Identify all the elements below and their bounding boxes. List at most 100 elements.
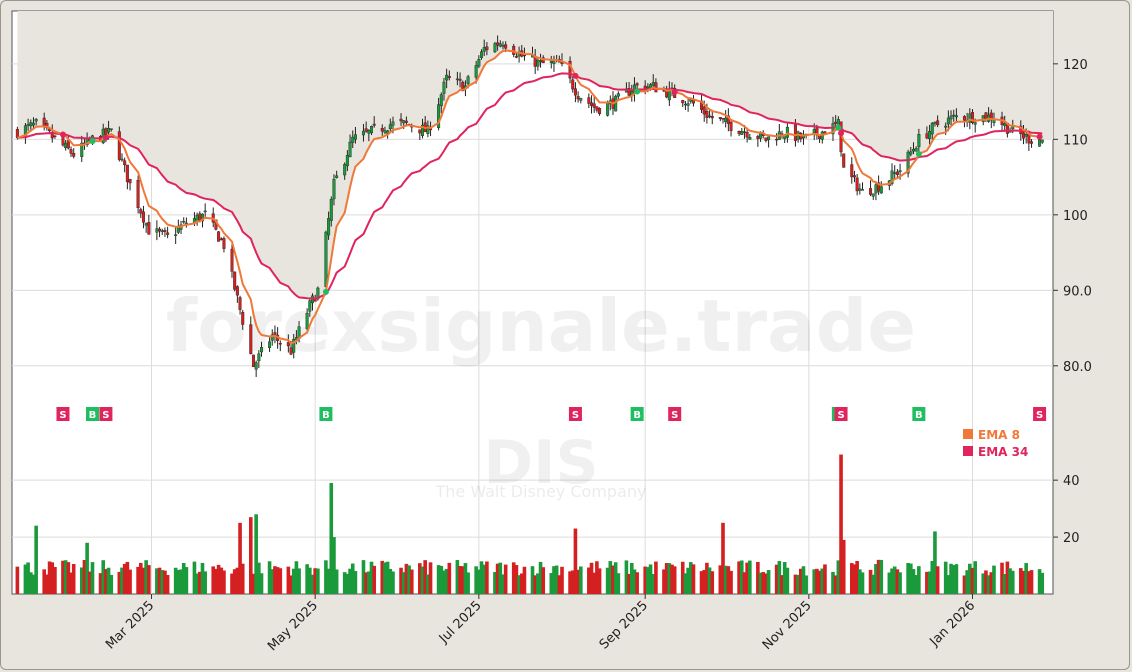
- volume-bar: [533, 575, 537, 594]
- volume-bar: [305, 564, 309, 594]
- volume-bar: [552, 566, 556, 594]
- volume-bar: [251, 573, 256, 594]
- volume-bar: [876, 559, 881, 594]
- volume-bar: [383, 562, 387, 594]
- candle-body: [155, 228, 159, 233]
- volume-bar: [1010, 570, 1015, 594]
- signal-label: S: [671, 410, 678, 421]
- volume-bar: [667, 563, 672, 594]
- volume-bar: [316, 568, 320, 594]
- volume-bar: [219, 567, 224, 594]
- candle-body: [496, 42, 500, 46]
- candle-body: [391, 121, 395, 126]
- candle-body: [42, 117, 46, 126]
- volume-bar: [1029, 570, 1034, 594]
- date-tick-label: Jul 2025: [436, 598, 485, 647]
- volume-bar: [350, 563, 355, 594]
- volume-bar: [334, 569, 339, 594]
- volume-bar: [522, 566, 527, 594]
- candle-body: [573, 88, 577, 96]
- signal-dot: [835, 124, 842, 131]
- candle-body: [836, 119, 840, 125]
- candle-body: [372, 123, 376, 126]
- volume-bar: [616, 573, 621, 594]
- volume-bar: [444, 568, 449, 594]
- volume-bar: [925, 571, 929, 594]
- signal-dot: [671, 88, 678, 95]
- volume-bar: [836, 560, 841, 594]
- volume-bar: [1027, 571, 1031, 594]
- candle-body: [26, 124, 30, 126]
- volume-bar: [970, 567, 975, 594]
- buy-signal-badge: [912, 407, 926, 421]
- candle-body: [616, 93, 620, 97]
- volume-bar: [310, 574, 315, 594]
- candle-body: [268, 341, 272, 349]
- signal-dot: [915, 150, 922, 157]
- candle-body: [286, 342, 290, 347]
- volume-bar: [385, 561, 390, 594]
- volume-bar: [801, 566, 806, 594]
- volume-bar: [364, 572, 368, 594]
- volume-bar: [428, 562, 433, 594]
- volume-bar: [98, 573, 103, 594]
- volume-bar: [949, 563, 953, 594]
- volume-bar: [530, 566, 535, 594]
- volume-bar: [345, 573, 350, 594]
- volume-bar: [222, 570, 226, 594]
- volume-bar: [53, 566, 57, 594]
- candle-body: [646, 86, 650, 89]
- signal-dot: [322, 288, 329, 295]
- volume-bar: [643, 566, 647, 594]
- volume-bar: [973, 561, 977, 594]
- candle-body: [380, 128, 384, 132]
- candle-body: [1038, 139, 1042, 147]
- volume-bar: [399, 567, 403, 594]
- volume-bar: [31, 574, 36, 594]
- volume-bar: [23, 564, 28, 594]
- candle-body: [273, 332, 277, 336]
- volume-bar: [195, 573, 199, 594]
- signal-label: S: [59, 410, 66, 421]
- volume-bar: [235, 567, 240, 594]
- candle-body: [785, 126, 789, 138]
- candle-body: [855, 177, 859, 192]
- sell-signal-badge: [1033, 407, 1047, 421]
- candle-body: [705, 111, 709, 118]
- candle-body: [69, 149, 73, 154]
- volume-bar: [418, 563, 422, 594]
- candle-body: [107, 128, 111, 133]
- candle-body: [702, 106, 706, 115]
- candle-body: [324, 231, 328, 287]
- candle-body: [579, 98, 583, 101]
- volume-bar: [101, 560, 106, 594]
- candle-body: [163, 230, 167, 232]
- candle-body: [72, 153, 76, 157]
- volume-bar: [680, 561, 685, 594]
- volume-bar: [257, 562, 261, 594]
- volume-bar: [576, 569, 580, 594]
- candle-body: [737, 131, 741, 134]
- buy-signal-badge: [85, 407, 99, 421]
- candle-body: [635, 83, 639, 86]
- right-shade: [1042, 11, 1053, 140]
- ema-line-8: [17, 49, 1043, 345]
- volume-bar: [541, 567, 546, 594]
- signal-dot: [838, 130, 845, 137]
- volume-bar: [147, 565, 151, 594]
- candle-body: [1024, 134, 1028, 137]
- volume-bar: [648, 564, 653, 594]
- candle-body: [911, 149, 915, 152]
- volume-bar: [88, 571, 92, 594]
- volume-bar: [184, 567, 189, 594]
- candle-body: [504, 44, 508, 49]
- volume-bar: [69, 572, 73, 594]
- candle-body: [53, 135, 57, 137]
- candle-body: [740, 131, 744, 135]
- volume-bar: [482, 564, 487, 594]
- volume-bar: [47, 561, 52, 594]
- volume-bar: [106, 567, 111, 594]
- volume-bar: [670, 564, 674, 594]
- candle-body: [327, 218, 331, 236]
- legend-swatch: [963, 446, 973, 456]
